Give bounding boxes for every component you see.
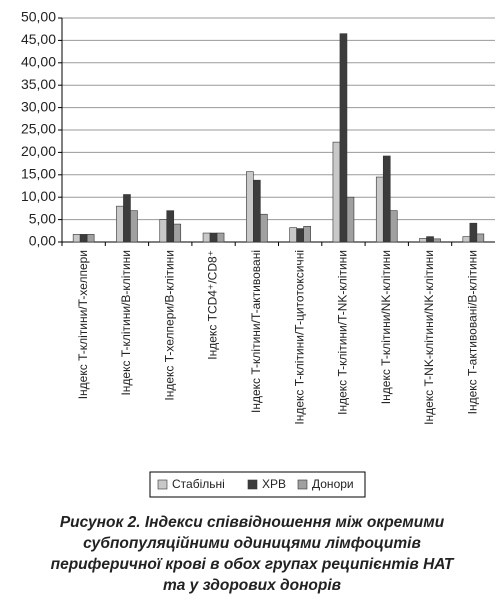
bar — [426, 236, 434, 243]
x-tick-label: Індекс T-хелпери/B-клітини — [162, 250, 176, 401]
bar — [246, 171, 254, 243]
bar — [332, 141, 341, 243]
y-tick-label: 20,00 — [21, 143, 56, 159]
bar — [166, 210, 175, 243]
bar — [339, 33, 348, 243]
legend-label: Стабільні — [172, 477, 225, 491]
bar — [209, 232, 218, 243]
y-tick-label: 10,00 — [21, 188, 56, 204]
y-tick-label: 15,00 — [21, 166, 56, 182]
bar — [159, 219, 168, 243]
legend-box — [149, 471, 366, 498]
bar — [476, 233, 485, 243]
bar — [289, 227, 297, 243]
x-tick-label: Індекс T-клітини/T-NK-клітини — [336, 250, 350, 415]
y-tick-label: 25,00 — [21, 121, 56, 137]
bar — [375, 176, 384, 243]
x-tick-label: Індекс T-активовані/B-клітини — [466, 250, 480, 414]
x-tick-label: Індекс T-NK-клітини/NK-клітини — [422, 250, 436, 425]
bar — [202, 232, 211, 243]
y-tick-label: 45,00 — [21, 31, 56, 47]
x-tick-label: Індекс T-клітини/T-цитотоксичні — [292, 250, 306, 425]
legend-swatch — [157, 479, 168, 490]
x-tick-label: Індекс TCD4⁺/CD8⁺ — [206, 250, 220, 360]
legend-label: ХРВ — [262, 477, 286, 491]
legend-swatch — [297, 479, 308, 490]
bar — [419, 238, 427, 243]
bar — [346, 196, 355, 243]
y-tick-label: 0,00 — [29, 233, 56, 249]
legend-label: Донори — [312, 477, 354, 491]
bar — [433, 238, 441, 243]
x-tick-label: Індекс T-клітини/B-клітини — [119, 250, 133, 396]
caption: периферичної крові в обох групах реципіє… — [51, 556, 455, 573]
bar — [382, 155, 391, 243]
bar — [72, 234, 81, 243]
bar — [116, 205, 124, 243]
bar — [260, 213, 268, 243]
bar — [216, 232, 225, 243]
caption: субпопуляційними одиницями лімфоцитів — [83, 535, 421, 552]
bar — [86, 234, 95, 243]
legend-swatch — [247, 479, 258, 490]
y-tick-label: 30,00 — [21, 98, 56, 114]
bar — [462, 236, 471, 243]
bar — [303, 226, 311, 243]
bar — [79, 234, 88, 243]
y-tick-label: 35,00 — [21, 76, 56, 92]
bar — [469, 222, 478, 243]
caption: та у здорових донорів — [163, 577, 341, 594]
x-tick-label: Індекс T-клітини/T-хелпери — [76, 250, 90, 399]
bar — [173, 223, 182, 243]
bar — [253, 179, 261, 243]
bar — [130, 210, 138, 243]
bar — [123, 194, 131, 243]
bar — [296, 228, 304, 243]
x-tick-label: Індекс T-клітини/T-активовані — [249, 250, 263, 413]
bar — [389, 210, 398, 243]
caption: Рисунок 2. Індекси співвідношення між ок… — [60, 514, 445, 531]
y-tick-label: 5,00 — [29, 210, 56, 226]
y-tick-label: 40,00 — [21, 54, 56, 70]
y-tick-label: 50,00 — [21, 9, 56, 25]
x-tick-label: Індекс T-клітини/NK-клітини — [379, 250, 393, 404]
